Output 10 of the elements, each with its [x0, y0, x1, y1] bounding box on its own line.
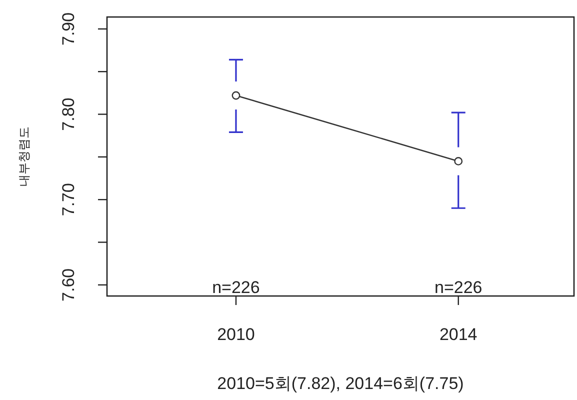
y-tick-label: 7.90: [59, 12, 78, 46]
x-tick-label: 2014: [439, 325, 478, 344]
y-tick-label: 7.80: [59, 98, 78, 131]
y-tick-label: 7.70: [59, 183, 78, 216]
x-tick-label: 2010: [217, 325, 255, 344]
y-axis-title: 내부청렴도: [17, 126, 31, 186]
annotation: n=226: [212, 278, 260, 297]
annotation: n=226: [434, 278, 482, 297]
y-tick-label: 7.60: [59, 268, 78, 302]
x-axis-title: 2010=5회(7.82), 2014=6회(7.75): [217, 374, 464, 393]
